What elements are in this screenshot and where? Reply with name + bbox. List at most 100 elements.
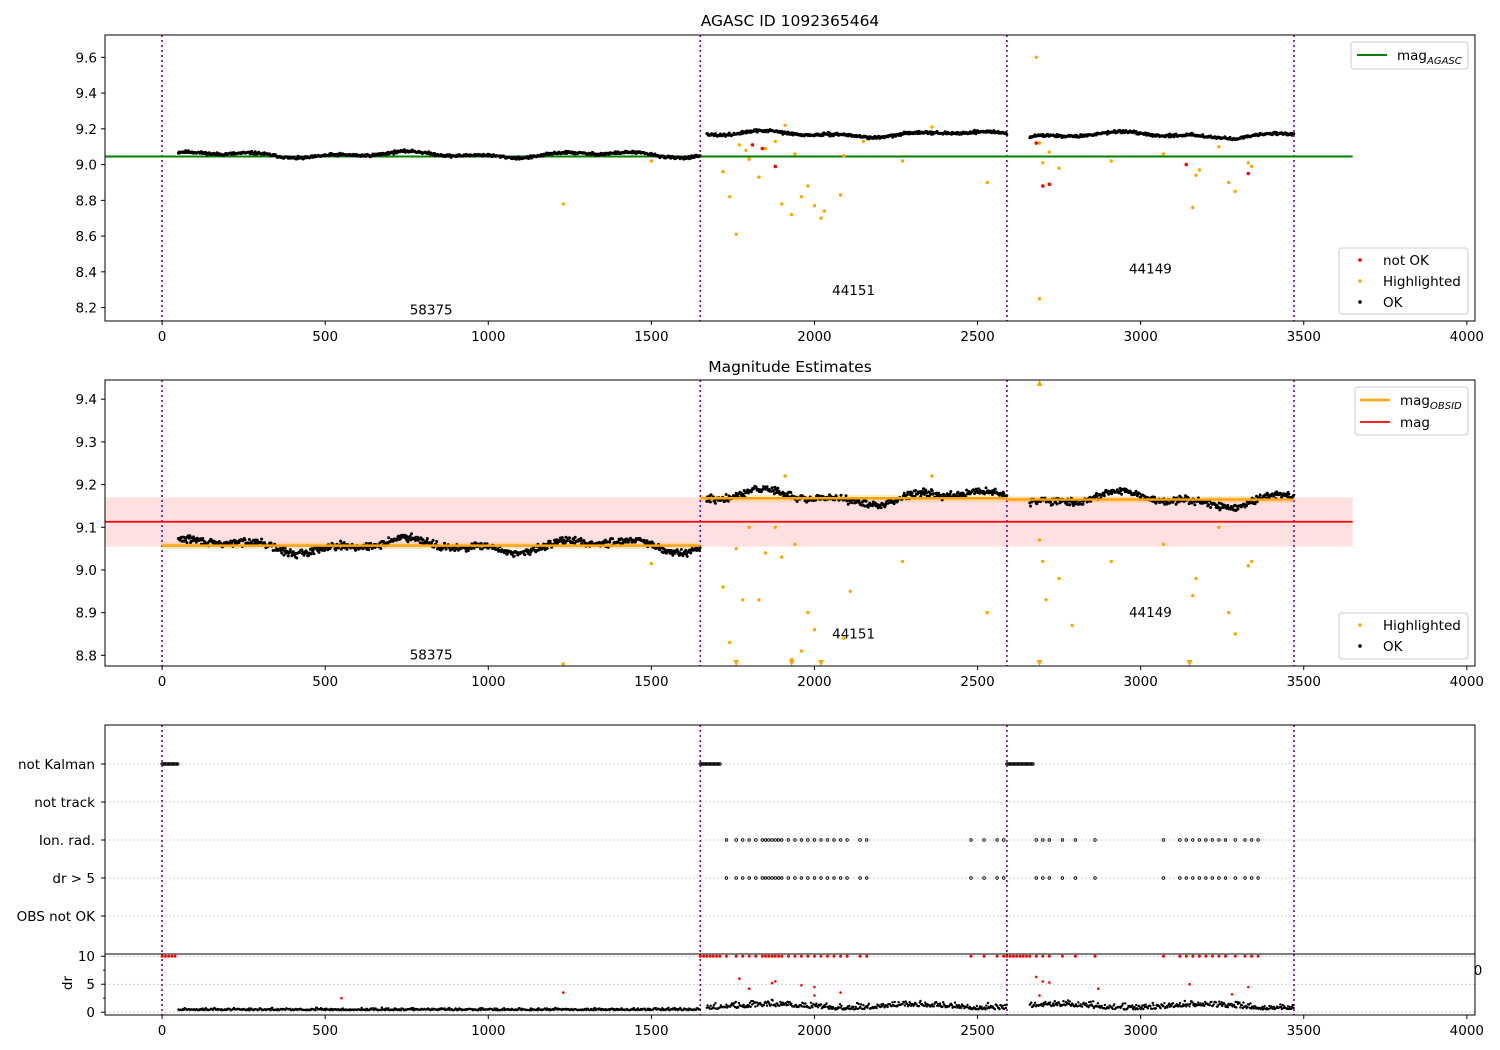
y-tick-label: 8.8 bbox=[76, 193, 97, 209]
x-tick-label: 3000 bbox=[1123, 329, 1157, 345]
highlighted-point bbox=[1037, 141, 1042, 145]
ok-point bbox=[1255, 500, 1259, 504]
x-tick-label: 1000 bbox=[471, 674, 505, 690]
dr-point bbox=[1126, 1007, 1129, 1010]
dr-clipped-point bbox=[1028, 954, 1032, 958]
ok-point bbox=[669, 549, 673, 552]
ok-point bbox=[1190, 501, 1194, 505]
ok-point bbox=[984, 486, 988, 490]
ok-point bbox=[370, 547, 374, 551]
flag-point bbox=[1184, 876, 1188, 880]
ok-point bbox=[839, 493, 843, 497]
flag-point bbox=[776, 876, 781, 880]
ok-point bbox=[866, 505, 870, 509]
dr-point bbox=[1034, 1001, 1037, 1004]
dr-point bbox=[816, 1006, 820, 1009]
dr-point bbox=[1283, 1005, 1286, 1008]
x-tick-label: 0 bbox=[158, 674, 167, 690]
highlighted-point bbox=[842, 636, 846, 640]
highlighted-point bbox=[1217, 145, 1221, 149]
highlighted-point bbox=[806, 610, 810, 615]
ok-point bbox=[472, 546, 476, 550]
dr-point bbox=[1230, 1002, 1233, 1006]
y-tick-label: 9.2 bbox=[76, 478, 97, 494]
dr-clipped-point bbox=[698, 954, 702, 958]
legend-label: OK bbox=[1383, 295, 1404, 311]
ok-point bbox=[300, 548, 304, 552]
flag-point bbox=[773, 876, 777, 880]
ok-point bbox=[724, 493, 728, 496]
ok-point bbox=[387, 536, 391, 540]
dr-point bbox=[852, 1005, 855, 1009]
dr-point bbox=[957, 1004, 961, 1007]
ok-point bbox=[512, 554, 516, 558]
highlighted-point bbox=[780, 555, 784, 559]
dr-clipped-point bbox=[1178, 954, 1182, 958]
dr-clipped-point bbox=[1021, 954, 1025, 958]
flag-point bbox=[1223, 876, 1228, 880]
flag-point bbox=[969, 876, 973, 880]
dr-point bbox=[1053, 1000, 1057, 1003]
flag-point bbox=[806, 838, 810, 842]
dr-clipped-point bbox=[773, 954, 777, 958]
ok-point bbox=[562, 538, 566, 542]
dr-clipped-point bbox=[1162, 954, 1165, 958]
dr-point bbox=[1219, 1003, 1223, 1006]
ok-point bbox=[345, 547, 349, 551]
ok-point bbox=[282, 553, 286, 557]
ok-point bbox=[548, 539, 552, 543]
flag-point bbox=[1210, 838, 1215, 842]
dr-red-point bbox=[1035, 975, 1038, 979]
dr-point bbox=[1208, 1004, 1212, 1007]
highlighted-point bbox=[793, 542, 797, 546]
ok-point bbox=[286, 554, 290, 558]
highlighted-point bbox=[783, 474, 787, 478]
dr-clipped-point bbox=[702, 954, 706, 958]
flag-point bbox=[1073, 838, 1078, 842]
dr-point bbox=[1030, 1001, 1033, 1004]
dr-clipped-point bbox=[160, 954, 164, 958]
ok-point bbox=[684, 548, 688, 552]
legend-marker bbox=[1358, 258, 1362, 262]
dr-point bbox=[850, 1007, 853, 1011]
x-tick-label: 2000 bbox=[797, 329, 831, 345]
x-tick-label: 4000 bbox=[1450, 1023, 1484, 1039]
ok-point bbox=[406, 540, 410, 544]
ok-point bbox=[255, 538, 259, 542]
dr-clipped-point bbox=[1015, 954, 1019, 958]
flag-point bbox=[825, 838, 830, 842]
ok-point bbox=[676, 549, 680, 553]
flag-row-label: not Kalman bbox=[18, 757, 95, 773]
dr-red-point bbox=[1188, 982, 1191, 986]
dr-point bbox=[271, 1006, 274, 1009]
ok-point bbox=[283, 547, 287, 550]
dr-point bbox=[819, 1003, 823, 1006]
dr-point bbox=[890, 1005, 893, 1008]
ok-point bbox=[937, 491, 941, 495]
flag-point bbox=[175, 762, 180, 766]
dr-point bbox=[1146, 1007, 1150, 1010]
flag-point bbox=[1002, 876, 1006, 880]
dr-clipped-point bbox=[806, 954, 810, 958]
legend-box bbox=[1338, 247, 1469, 315]
dr-point bbox=[886, 1005, 889, 1009]
x-tick-label: 500 bbox=[312, 674, 338, 690]
highlighted-point bbox=[806, 184, 810, 188]
flag-point bbox=[838, 838, 843, 842]
dr-point bbox=[1188, 1005, 1191, 1008]
highlighted-point bbox=[848, 589, 852, 593]
off-scale-marker bbox=[1186, 660, 1193, 666]
x-tick-label: 3000 bbox=[1123, 674, 1157, 690]
dr-clipped-point bbox=[1073, 954, 1077, 958]
dr-point bbox=[1048, 1001, 1052, 1004]
flag-point bbox=[1029, 762, 1034, 766]
highlighted-point bbox=[1047, 150, 1052, 154]
dr-clipped-point bbox=[1250, 954, 1254, 958]
dr-clipped-point bbox=[995, 954, 999, 958]
x-tick-label: 1500 bbox=[634, 674, 668, 690]
flag-point bbox=[1256, 876, 1260, 880]
highlighted-point bbox=[1233, 189, 1238, 194]
off-scale-marker bbox=[1036, 660, 1043, 666]
flag-point bbox=[1197, 876, 1202, 880]
